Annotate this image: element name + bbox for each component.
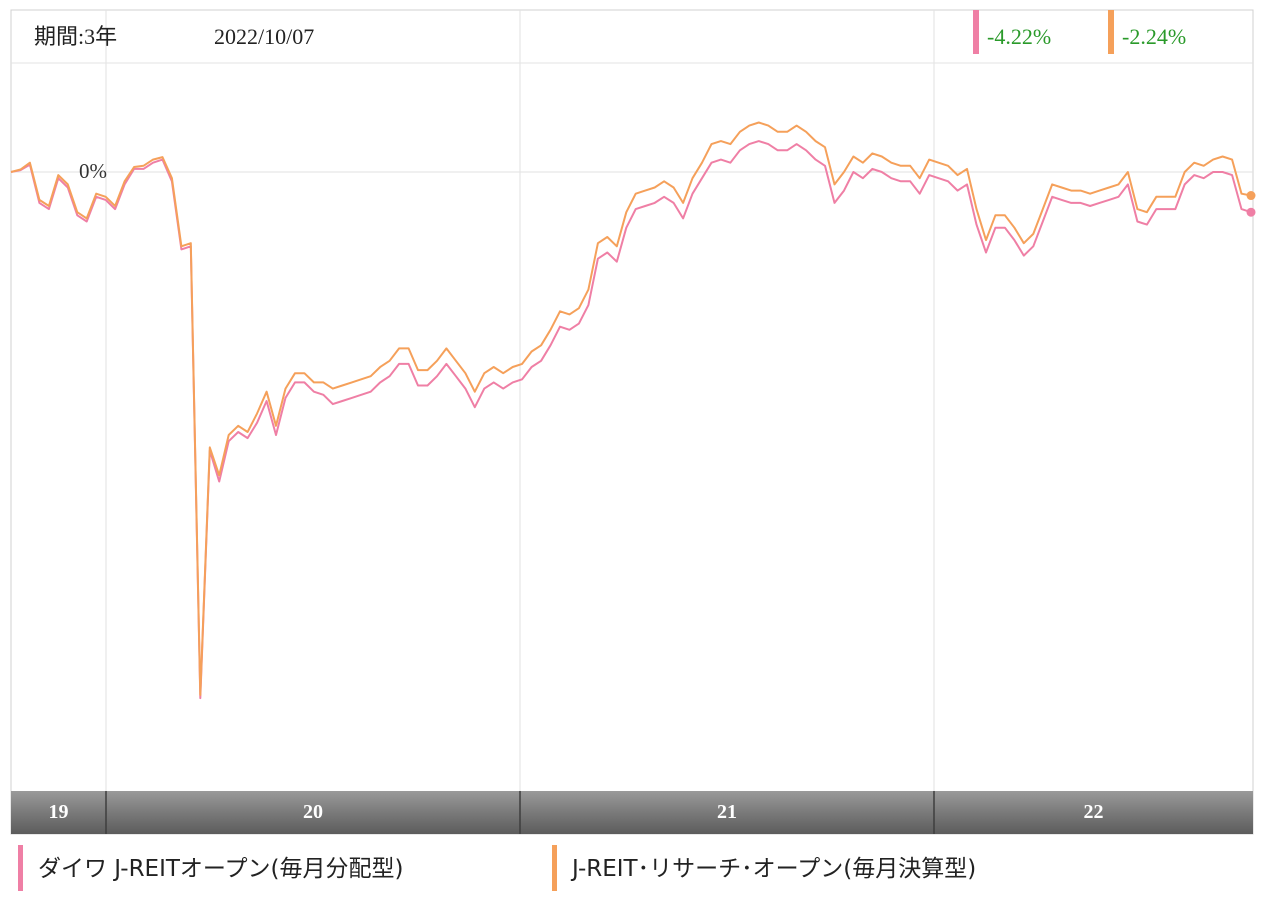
year-tick-label: 21 bbox=[717, 801, 737, 823]
chart-border bbox=[10, 9, 1254, 835]
series-1-marker bbox=[973, 10, 979, 54]
year-tick-label: 22 bbox=[1084, 801, 1104, 823]
series-line-2 bbox=[10, 121, 1252, 696]
year-tick-label: 20 bbox=[303, 801, 323, 823]
legend-1-swatch bbox=[18, 845, 23, 891]
series-2-marker bbox=[1108, 10, 1114, 54]
period-label: 期間:3年 bbox=[34, 24, 117, 49]
series-1-performance: -4.22% bbox=[987, 24, 1051, 49]
series-end-point-2 bbox=[1246, 191, 1256, 201]
grid-lines bbox=[11, 10, 1253, 791]
date-label: 2022/10/07 bbox=[214, 24, 314, 49]
series-end-point-1 bbox=[1246, 207, 1256, 217]
legend-2-swatch bbox=[552, 845, 557, 891]
legend-2-label: J-REIT･リサーチ･オープン(毎月決算型) bbox=[570, 856, 976, 882]
legend-1-label: ダイワ J-REITオープン(毎月分配型) bbox=[38, 856, 404, 882]
zero-percent-label: 0% bbox=[79, 159, 107, 183]
series-lines bbox=[10, 121, 1256, 700]
year-axis-band bbox=[11, 791, 1253, 834]
series-line-1 bbox=[10, 140, 1252, 700]
year-axis: 19 20 21 22 bbox=[49, 791, 1104, 834]
series-2-performance: -2.24% bbox=[1122, 24, 1186, 49]
year-tick-label: 19 bbox=[49, 801, 69, 823]
